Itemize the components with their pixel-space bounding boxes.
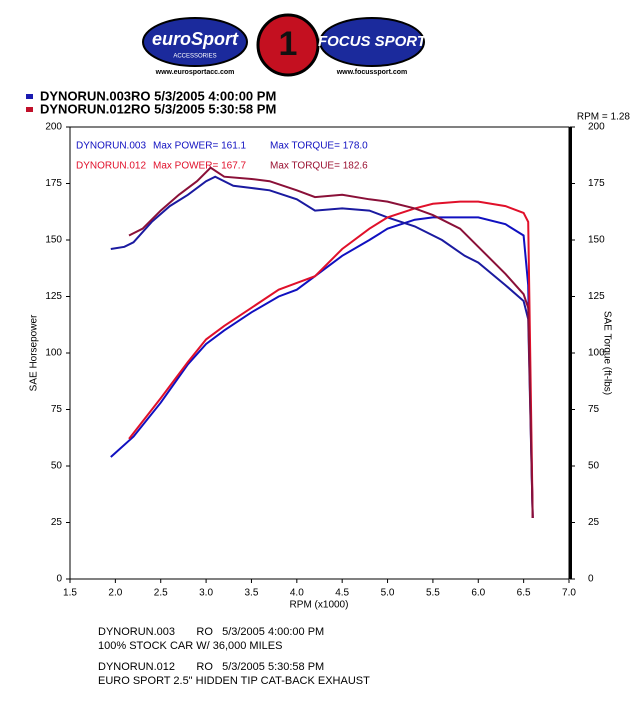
y-tick-label: 0 [56, 574, 62, 585]
logo-badge [319, 17, 425, 67]
footer-note: DYNORUN.003 RO 5/3/2005 4:00:00 PM [98, 626, 324, 638]
annotation: Max TORQUE= 178.0 [270, 141, 368, 152]
x-tick-label: 6.0 [471, 588, 485, 599]
plot-frame [69, 126, 570, 580]
x-axis-label: RPM (x1000) [290, 600, 349, 611]
x-tick-label: 3.5 [245, 588, 259, 599]
x-tick-label: 6.5 [517, 588, 531, 599]
y2-tick-label: 0 [588, 574, 594, 585]
y-tick-label: 125 [45, 291, 62, 302]
legend-text: DYNORUN.012RO 5/3/2005 5:30:58 PM [40, 101, 276, 116]
footer-note: DYNORUN.012 RO 5/3/2005 5:30:58 PM [98, 661, 324, 673]
y-tick-label: 150 [45, 235, 62, 246]
rpm-note: RPM = 1.28 [577, 112, 631, 123]
logo-badge [142, 17, 248, 67]
annotation: DYNORUN.003 [76, 141, 146, 152]
x-tick-label: 5.0 [381, 588, 395, 599]
y2-tick-label: 50 [588, 461, 600, 472]
logos: euroSport ACCESSORIES www.eurosportacc.c… [142, 13, 428, 77]
x-tick-label: 2.0 [108, 588, 122, 599]
footer-note: EURO SPORT 2.5" HIDDEN TIP CAT-BACK EXHA… [98, 675, 370, 687]
logo-text: euroSport [152, 29, 239, 49]
x-tick-label: 4.5 [335, 588, 349, 599]
y2-tick-label: 150 [588, 235, 605, 246]
series-line [128, 200, 534, 519]
logo-text: FOCUS SPORT [318, 33, 428, 50]
x-tick-label: 4.0 [290, 588, 304, 599]
y-tick-label: 100 [45, 348, 62, 359]
logo-text: ACCESSORIES [173, 54, 216, 60]
y-axis-label: SAE Horsepower [29, 314, 40, 391]
legend-swatch [26, 107, 33, 112]
y2-tick-label: 175 [588, 178, 605, 189]
annotation: DYNORUN.012 [76, 161, 146, 172]
y-tick-label: 75 [51, 404, 63, 415]
y2-tick-label: 25 [588, 517, 600, 528]
y2-axis-label: SAE Torque (ft-lbs) [601, 311, 612, 395]
y2-tick-label: 200 [588, 122, 605, 133]
y2-tick-label: 75 [588, 404, 600, 415]
x-tick-label: 5.5 [426, 588, 440, 599]
logo-text: 1 [279, 25, 298, 63]
annotation: Max TORQUE= 182.6 [270, 161, 368, 172]
y-tick-label: 200 [45, 122, 62, 133]
x-tick-label: 7.0 [562, 588, 576, 599]
logo-url: www.eurosportacc.com [155, 69, 235, 76]
legend-swatch [26, 94, 33, 99]
logo-badge [256, 13, 320, 77]
y2-tick-label: 100 [588, 348, 605, 359]
y-tick-label: 50 [51, 461, 63, 472]
x-tick-label: 1.5 [63, 588, 77, 599]
logo-url: www.focussport.com [336, 69, 408, 76]
y-tick-label: 25 [51, 517, 63, 528]
y2-tick-label: 125 [588, 291, 605, 302]
x-tick-label: 2.5 [154, 588, 168, 599]
footer-note: 100% STOCK CAR W/ 36,000 MILES [98, 640, 282, 652]
series-line [110, 216, 534, 519]
series-line [110, 175, 534, 519]
annotation: Max POWER= 161.1 [153, 141, 247, 152]
legend-text: DYNORUN.003RO 5/3/2005 4:00:00 PM [40, 88, 276, 103]
y-tick-label: 175 [45, 178, 62, 189]
annotation: Max POWER= 167.7 [153, 161, 247, 172]
x-tick-label: 3.0 [199, 588, 213, 599]
series-line [128, 166, 534, 519]
